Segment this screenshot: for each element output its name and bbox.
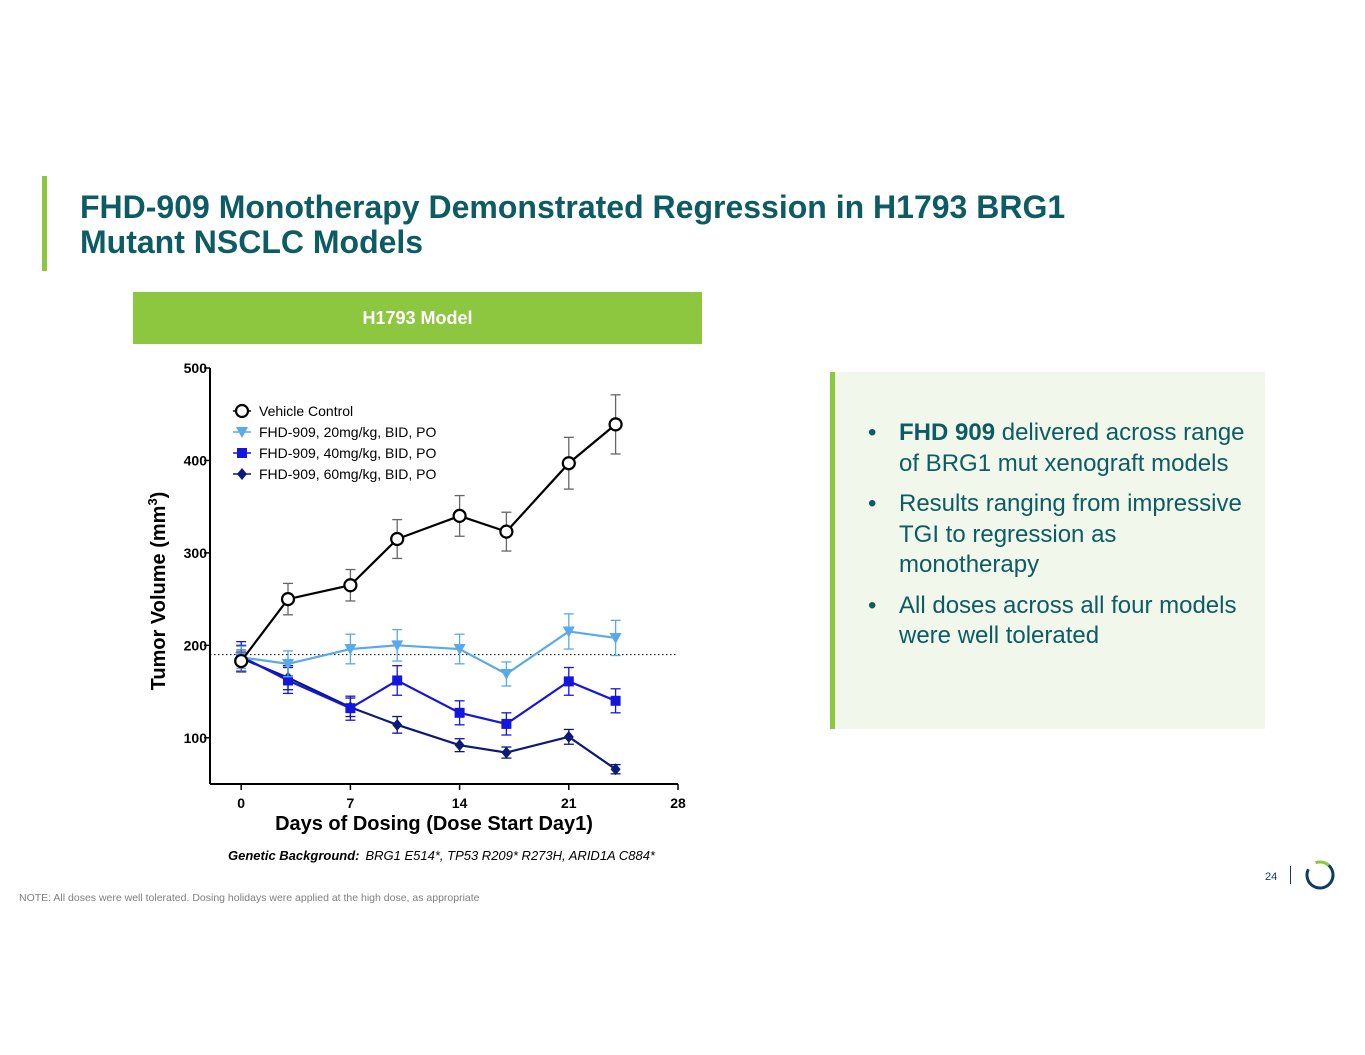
data-point: [562, 626, 575, 638]
bullet-item: FHD 909 delivered across range of BRG1 m…: [868, 418, 1248, 479]
y-axis-label: Tumor Volume (mm3): [145, 492, 170, 691]
data-point: [563, 730, 574, 743]
data-point: [344, 644, 357, 656]
page-title: FHD-909 Monotherapy Demonstrated Regress…: [80, 190, 1230, 260]
data-point: [499, 524, 514, 539]
title-line-1: FHD-909 Monotherapy Demonstrated Regress…: [80, 189, 1066, 225]
bullet-bold: FHD 909: [899, 419, 996, 446]
key-points-box: FHD 909 delivered across range of BRG1 m…: [830, 372, 1265, 729]
data-point: [345, 703, 356, 714]
genetic-background: Genetic Background: BRG1 E514*, TP53 R209…: [228, 848, 655, 863]
series-line: [241, 630, 616, 676]
bullet-item: Results ranging from impressive TGI to r…: [868, 489, 1248, 581]
data-point: [390, 531, 405, 547]
data-point: [453, 644, 466, 656]
legend-label: FHD-909, 60mg/kg, BID, PO: [259, 466, 437, 482]
data-point: [561, 456, 576, 471]
title-line-2: Mutant NSCLC Models: [80, 224, 424, 260]
tumor-volume-chart: 100 200 300 400 500 0 7 14 21 28 Days of Dosing (D…: [145, 360, 686, 835]
key-points-accent-bar: [830, 372, 835, 729]
y-tick-label: 500: [184, 360, 208, 376]
data-point: [608, 417, 623, 432]
bullet-text: Results ranging from impressive TGI to r…: [899, 490, 1242, 578]
key-points-list: FHD 909 delivered across range of BRG1 m…: [868, 418, 1248, 662]
y-tick-label: 100: [184, 730, 208, 746]
title-accent-bar: [42, 176, 47, 271]
model-header: H1793 Model: [133, 292, 702, 344]
bullet-text: All doses across all four models were we…: [899, 591, 1237, 650]
data-point: [391, 640, 404, 652]
bullet-text: delivered across range of BRG1 mut xenog…: [899, 419, 1245, 477]
data-point: [280, 592, 296, 607]
data-point: [610, 763, 621, 776]
data-point: [454, 739, 465, 752]
series-line: [240, 657, 617, 771]
data-point: [563, 676, 574, 687]
bullet-item: All doses across all four models were we…: [868, 591, 1248, 652]
company-logo-icon: [1305, 860, 1335, 890]
series-line: [240, 655, 617, 726]
data-point: [610, 695, 621, 706]
data-point: [392, 675, 403, 686]
legend-marker: [234, 403, 250, 419]
data-point: [343, 578, 358, 593]
y-tick-label: 400: [184, 452, 208, 468]
data-point: [501, 746, 512, 759]
legend-label: Vehicle Control: [259, 403, 353, 419]
data-point: [501, 718, 512, 729]
data-point: [454, 707, 465, 718]
series-line: [240, 423, 617, 662]
x-tick-label: 21: [561, 795, 577, 811]
genetic-background-value: BRG1 E514*, TP53 R209* R273H, ARID1A C88…: [365, 848, 655, 863]
genetic-background-label: Genetic Background:: [228, 848, 360, 863]
x-tick-label: 7: [347, 795, 355, 811]
footnote: NOTE: All doses were well tolerated. Dos…: [19, 892, 480, 904]
x-axis-label: Days of Dosing (Dose Start Day1): [275, 813, 593, 835]
data-point: [392, 718, 403, 731]
legend-label: FHD-909, 20mg/kg, BID, PO: [259, 424, 437, 440]
data-point: [234, 653, 249, 669]
y-tick-label: 200: [184, 637, 208, 653]
data-point: [500, 668, 513, 680]
legend-marker: [236, 427, 248, 438]
chart-container: 100 200 300 400 500 0 7 14 21 28 Days of Dosing (D…: [130, 350, 700, 850]
data-point: [283, 675, 293, 686]
x-tick-label: 28: [670, 795, 686, 811]
data-point: [609, 632, 622, 644]
legend-label: FHD-909, 40mg/kg, BID, PO: [259, 445, 437, 461]
legend-marker: [237, 448, 247, 458]
legend-marker: [237, 468, 247, 480]
x-tick-label: 14: [452, 795, 468, 811]
x-tick-label: 0: [237, 795, 245, 811]
data-point: [452, 508, 467, 524]
page-number-divider: [1290, 866, 1291, 884]
data-point: [282, 658, 294, 670]
page-number: 24: [1265, 871, 1278, 883]
y-tick-label: 300: [184, 545, 208, 561]
